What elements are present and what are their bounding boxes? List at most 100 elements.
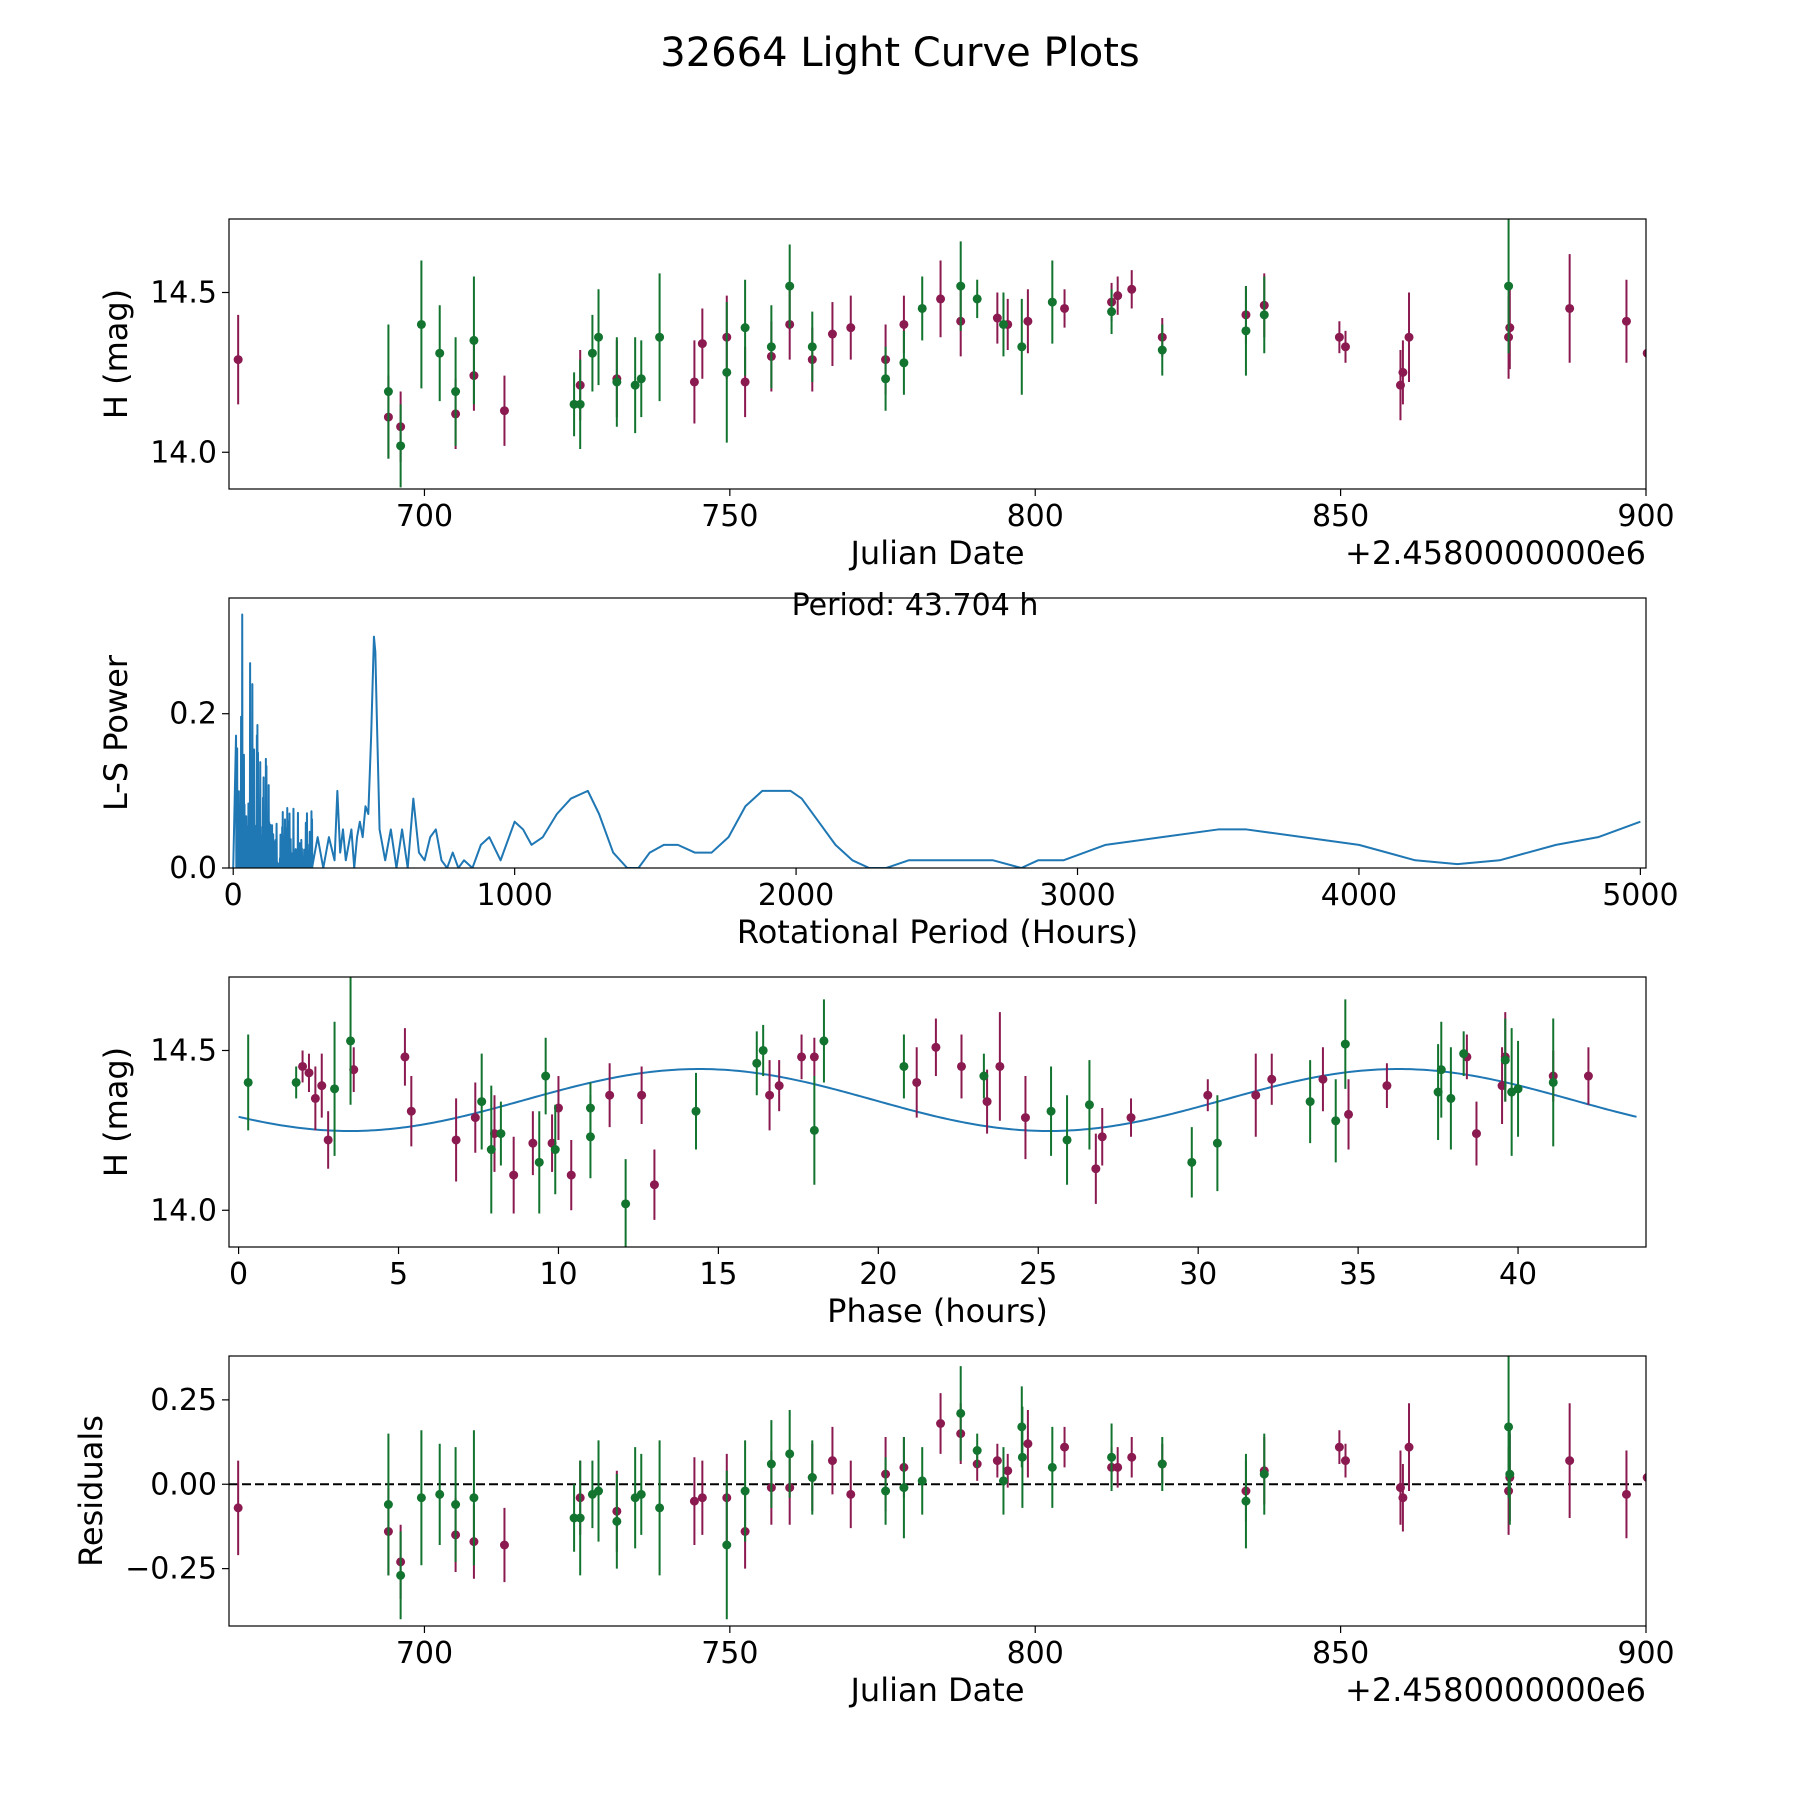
data-point xyxy=(594,332,604,342)
data-point xyxy=(1062,1135,1072,1145)
data-point xyxy=(972,294,982,304)
residuals-panel: 700 750 800 850 900 −0.25 0.00 0.25 Julian Date R… xyxy=(72,1355,1675,1709)
data-point xyxy=(550,1145,560,1155)
data-point xyxy=(383,387,393,397)
figure-title: 32664 Light Curve Plots xyxy=(660,30,1139,76)
data-point xyxy=(1047,297,1057,307)
y-tick-label: 14.5 xyxy=(150,1033,217,1068)
x-axis-label: Julian Date xyxy=(848,1671,1024,1709)
data-point xyxy=(636,374,646,384)
periodogram-panel: Period: 43.704 h 0 1000 2000 3000 4000 5000 0.… xyxy=(97,588,1679,951)
data-point xyxy=(899,319,909,329)
data-point xyxy=(1305,1097,1315,1107)
data-point xyxy=(740,377,750,387)
data-point xyxy=(1251,1090,1261,1100)
data-point xyxy=(1113,291,1123,301)
x-tick-label: 2000 xyxy=(758,878,834,913)
data-point xyxy=(330,1084,340,1094)
residuals-axes-frame xyxy=(228,1355,1647,1627)
data-point xyxy=(1127,284,1137,294)
data-point xyxy=(605,1090,615,1100)
residuals-plot-area xyxy=(229,1356,1646,1620)
data-point xyxy=(243,1077,253,1087)
data-point xyxy=(1157,1459,1167,1469)
period-annotation: Period: 43.704 h xyxy=(792,588,1039,623)
data-point xyxy=(1340,1039,1350,1049)
data-point xyxy=(740,323,750,333)
data-point xyxy=(451,1135,461,1145)
data-point xyxy=(807,1473,817,1482)
data-point xyxy=(534,1157,544,1167)
data-point xyxy=(587,348,597,358)
periodogram-curve xyxy=(232,613,1641,868)
x-tick-label: 750 xyxy=(701,1636,758,1671)
data-point xyxy=(1267,1074,1277,1084)
data-point xyxy=(612,1516,622,1526)
lightcurve-axes-frame xyxy=(228,218,1647,490)
data-point xyxy=(1023,1439,1033,1449)
data-point xyxy=(766,1459,776,1469)
data-point xyxy=(291,1077,301,1087)
data-point xyxy=(317,1081,327,1091)
data-point xyxy=(1318,1074,1328,1084)
data-point xyxy=(697,1493,707,1503)
data-point xyxy=(998,319,1008,329)
x-tick-label: 0 xyxy=(224,878,243,913)
data-point xyxy=(765,1090,775,1100)
data-point xyxy=(406,1106,416,1116)
x-tick-label: 5000 xyxy=(1602,878,1678,913)
data-point xyxy=(1436,1065,1446,1075)
x-tick-label: 800 xyxy=(1007,499,1064,534)
data-point xyxy=(621,1199,631,1209)
x-tick-label: 4000 xyxy=(1321,878,1397,913)
data-point xyxy=(1046,1106,1056,1116)
data-point xyxy=(1565,303,1575,313)
data-point xyxy=(1344,1109,1354,1119)
data-point xyxy=(1398,1493,1408,1503)
data-point xyxy=(1259,1469,1269,1479)
data-point xyxy=(1047,1462,1057,1472)
x-tick-label: 700 xyxy=(396,1636,453,1671)
data-point xyxy=(1621,1489,1631,1499)
data-point xyxy=(499,406,509,416)
data-point xyxy=(881,374,891,384)
fit-curve xyxy=(238,1068,1637,1133)
data-point xyxy=(972,1446,982,1455)
data-point xyxy=(575,399,585,409)
data-point xyxy=(435,348,445,358)
data-point xyxy=(982,1097,992,1107)
x-axis-label: Phase (hours) xyxy=(827,1292,1048,1330)
data-point xyxy=(785,281,795,291)
data-point xyxy=(416,319,426,329)
x-offset-label: +2.4580000000e6 xyxy=(1345,534,1646,572)
y-tick-label: 0.0 xyxy=(169,851,217,886)
x-tick-label: 850 xyxy=(1312,499,1369,534)
data-point xyxy=(785,1449,795,1459)
data-point xyxy=(917,303,927,313)
data-point xyxy=(697,339,707,349)
x-tick-label: 15 xyxy=(699,1257,737,1292)
data-point xyxy=(1548,1077,1558,1087)
data-point xyxy=(1107,307,1117,317)
data-point xyxy=(689,1496,699,1506)
data-point xyxy=(304,1068,314,1078)
data-point xyxy=(1504,281,1514,291)
data-point xyxy=(575,1513,585,1523)
data-point xyxy=(1404,332,1414,342)
data-point xyxy=(486,1145,496,1155)
data-point xyxy=(1382,1081,1392,1091)
data-point xyxy=(655,1503,665,1513)
data-point xyxy=(956,281,966,291)
data-point xyxy=(936,294,946,304)
data-point xyxy=(1157,345,1167,355)
y-tick-label: 0.2 xyxy=(169,697,217,732)
x-offset-label: +2.4580000000e6 xyxy=(1345,1671,1646,1709)
x-tick-label: 750 xyxy=(701,499,758,534)
data-point xyxy=(383,1500,393,1509)
data-point xyxy=(451,1500,461,1509)
y-axis-label: Residuals xyxy=(72,1415,110,1567)
x-tick-label: 0 xyxy=(229,1257,248,1292)
data-point xyxy=(846,323,856,333)
data-point xyxy=(766,342,776,352)
data-point xyxy=(1212,1138,1222,1148)
